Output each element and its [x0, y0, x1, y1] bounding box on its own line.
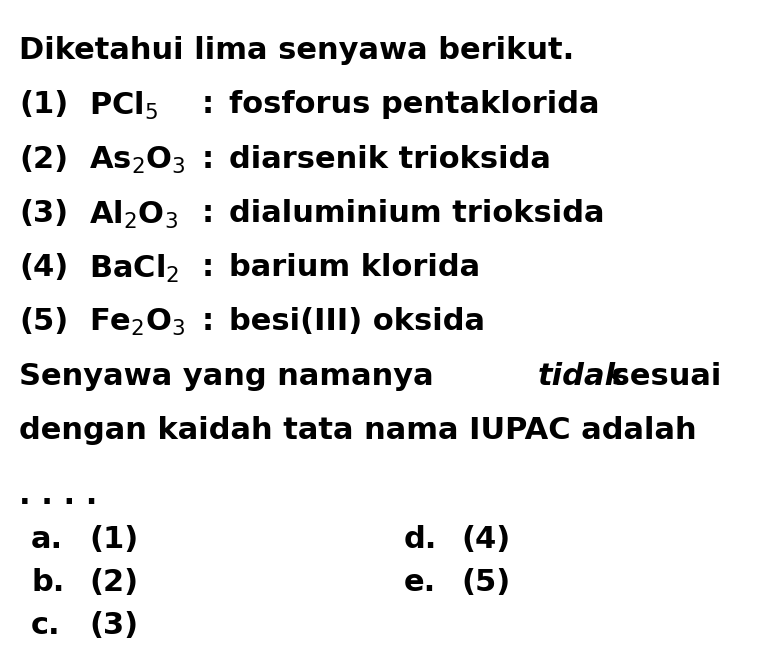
Text: Senyawa yang namanya: Senyawa yang namanya	[19, 362, 445, 390]
Text: a.: a.	[31, 525, 63, 553]
Text: (1): (1)	[19, 90, 68, 119]
Text: :: :	[202, 145, 214, 173]
Text: :: :	[202, 253, 214, 282]
Text: BaCl$_{2}$: BaCl$_{2}$	[89, 253, 180, 285]
Text: (2): (2)	[89, 568, 138, 596]
Text: diarsenik trioksida: diarsenik trioksida	[229, 145, 551, 173]
Text: (4): (4)	[462, 525, 511, 553]
Text: fosforus pentaklorida: fosforus pentaklorida	[229, 90, 599, 119]
Text: (5): (5)	[462, 568, 511, 596]
Text: e.: e.	[404, 568, 436, 596]
Text: Al$_{2}$O$_{3}$: Al$_{2}$O$_{3}$	[89, 199, 178, 231]
Text: besi(III) oksida: besi(III) oksida	[229, 307, 485, 336]
Text: (3): (3)	[19, 199, 68, 228]
Text: . . . .: . . . .	[19, 481, 98, 509]
Text: dialuminium trioksida: dialuminium trioksida	[229, 199, 605, 228]
Text: Fe$_{2}$O$_{3}$: Fe$_{2}$O$_{3}$	[89, 307, 185, 339]
Text: barium klorida: barium klorida	[229, 253, 480, 282]
Text: (5): (5)	[19, 307, 68, 336]
Text: :: :	[202, 307, 214, 336]
Text: :: :	[202, 90, 214, 119]
Text: (1): (1)	[89, 525, 138, 553]
Text: Diketahui lima senyawa berikut.: Diketahui lima senyawa berikut.	[19, 36, 575, 65]
Text: As$_{2}$O$_{3}$: As$_{2}$O$_{3}$	[89, 145, 186, 176]
Text: sesuai: sesuai	[601, 362, 722, 390]
Text: d.: d.	[404, 525, 437, 553]
Text: b.: b.	[31, 568, 64, 596]
Text: tidak: tidak	[537, 362, 625, 390]
Text: dengan kaidah tata nama IUPAC adalah: dengan kaidah tata nama IUPAC adalah	[19, 416, 697, 445]
Text: PCl$_{5}$: PCl$_{5}$	[89, 90, 158, 122]
Text: (4): (4)	[19, 253, 68, 282]
Text: (2): (2)	[19, 145, 68, 173]
Text: (3): (3)	[89, 611, 138, 640]
Text: :: :	[202, 199, 214, 228]
Text: c.: c.	[31, 611, 61, 640]
